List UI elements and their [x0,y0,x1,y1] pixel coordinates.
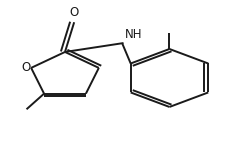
Text: O: O [70,6,79,19]
Text: NH: NH [125,28,142,41]
Text: O: O [21,61,31,74]
